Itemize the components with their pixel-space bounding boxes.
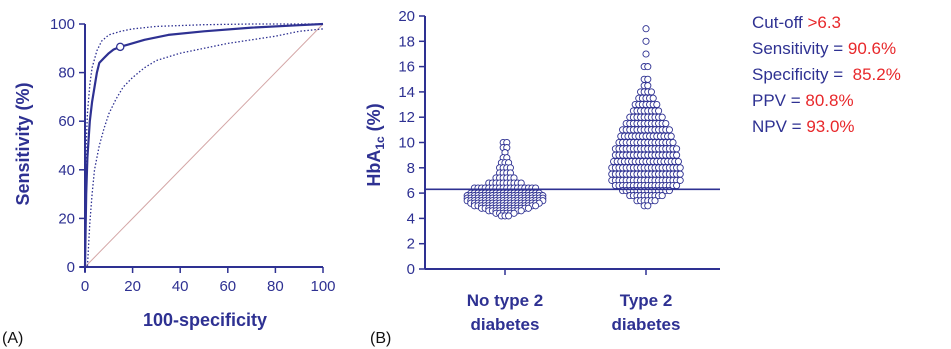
roc-panel: 0 20 40 60 80 100 0 20 40 60 80 100 100-specificit… [2,16,336,347]
roc-curve-line [83,22,324,268]
roc-x-tick-label: 0 [81,278,89,295]
roc-y-tick-label: 80 [58,65,75,82]
hba1c-data-point [644,63,652,71]
lower-confidence-bound [85,28,324,268]
stat-sensitivity: Sensitivity = 90.6% [752,39,896,58]
roc-x-tick-label: 100 [310,278,335,295]
hba1c-data-point [642,25,650,33]
hba1c-y-tick-label: 16 [398,59,415,76]
roc-y-tick-label: 60 [58,113,75,130]
hba1c-y-tick-label: 18 [398,33,415,50]
roc-y-tick-label: 100 [50,16,75,33]
hba1c-data-point [673,181,681,190]
roc-x-tick-labels: 0 20 40 60 80 100 [81,267,336,295]
hba1c-data-point [662,119,670,128]
reference-line [84,23,324,268]
hba1c-y-tick-label: 10 [398,135,415,152]
panel-label-a: (A) [2,330,23,347]
roc-x-tick-label: 80 [267,278,284,295]
hba1c-y-tick-label: 20 [398,8,415,25]
hba1c-y-tick-labels: 0 2 4 6 8 10 12 14 16 18 20 [398,8,425,278]
roc-y-tick-labels: 0 20 40 60 80 100 [50,16,85,276]
hba1c-data-point [524,204,532,212]
hba1c-panel: 0 2 4 6 8 10 12 14 16 18 20 HbA1c (%) No type 2 di… [364,8,720,347]
hba1c-data-point [642,50,650,58]
hba1c-data-point [642,37,650,45]
hba1c-data-point [673,145,681,153]
hba1c-data-point [647,88,655,96]
roc-x-tick-label: 60 [219,278,236,295]
hba1c-y-tick-label: 4 [407,210,415,227]
hba1c-data-point [644,75,652,83]
stat-specificity: Specificity = 85.2% [752,65,901,84]
hba1c-y-axis-title: HbA1c (%) [364,103,387,186]
hba1c-y-tick-label: 0 [407,261,415,278]
hba1c-data-point [665,187,673,195]
category-label-type2-line1: Type 2 [620,291,673,310]
hba1c-data-point [658,192,666,200]
reference-diagonal [84,23,324,268]
hba1c-data-point [676,164,684,172]
hba1c-data-point [665,126,673,134]
roc-y-tick-label: 0 [67,259,75,276]
hba1c-data-point [674,157,682,166]
hba1c-y-tick-label: 12 [398,109,415,126]
upper-confidence-bound [84,23,323,268]
hba1c-data-point [667,132,675,140]
roc-x-tick-label: 20 [124,278,141,295]
roc-y-axis-title: Sensitivity (%) [13,82,33,205]
hba1c-data-point [673,151,681,159]
hba1c-data-point [676,176,684,184]
roc-y-tick-label: 40 [58,162,75,179]
hba1c-data-point [517,207,525,215]
hba1c-data-point [651,197,659,205]
hba1c-data-point [649,94,657,102]
stat-cutoff: Cut-off >6.3 [752,13,841,32]
cutoff-statistics: Cut-off >6.3 Sensitivity = 90.6% Specifi… [752,13,901,136]
panel-label-b: (B) [370,330,391,347]
hba1c-data-point [653,100,661,109]
hba1c-data-point [655,107,663,115]
roc-curve [83,22,324,268]
hba1c-y-tick-label: 6 [407,185,415,202]
stat-ppv: PPV = 80.8% [752,91,854,110]
hba1c-data-point [669,138,677,147]
roc-x-tick-label: 40 [172,278,189,295]
stat-npv: NPV = 93.0% [752,117,855,136]
hba1c-data-point [676,170,684,178]
cutoff-point-marker [115,42,125,52]
hba1c-y-tick-label: 2 [407,236,415,253]
hba1c-data-point [658,113,666,121]
roc-y-tick-label: 20 [58,210,75,227]
hba1c-data-point [644,202,652,210]
hba1c-y-tick-label: 14 [398,84,415,101]
hba1c-data-point [644,82,652,90]
confidence-bands [84,23,324,268]
hba1c-y-tick-label: 8 [407,160,415,177]
category-label-type2-line2: diabetes [612,315,681,334]
category-label-no-type2-line1: No type 2 [467,291,544,310]
hba1c-data-point [505,212,513,220]
category-label-no-type2-line2: diabetes [471,315,540,334]
roc-axes [80,24,323,272]
roc-x-axis-title: 100-specificity [143,310,267,330]
hba1c-data-point [532,202,540,210]
